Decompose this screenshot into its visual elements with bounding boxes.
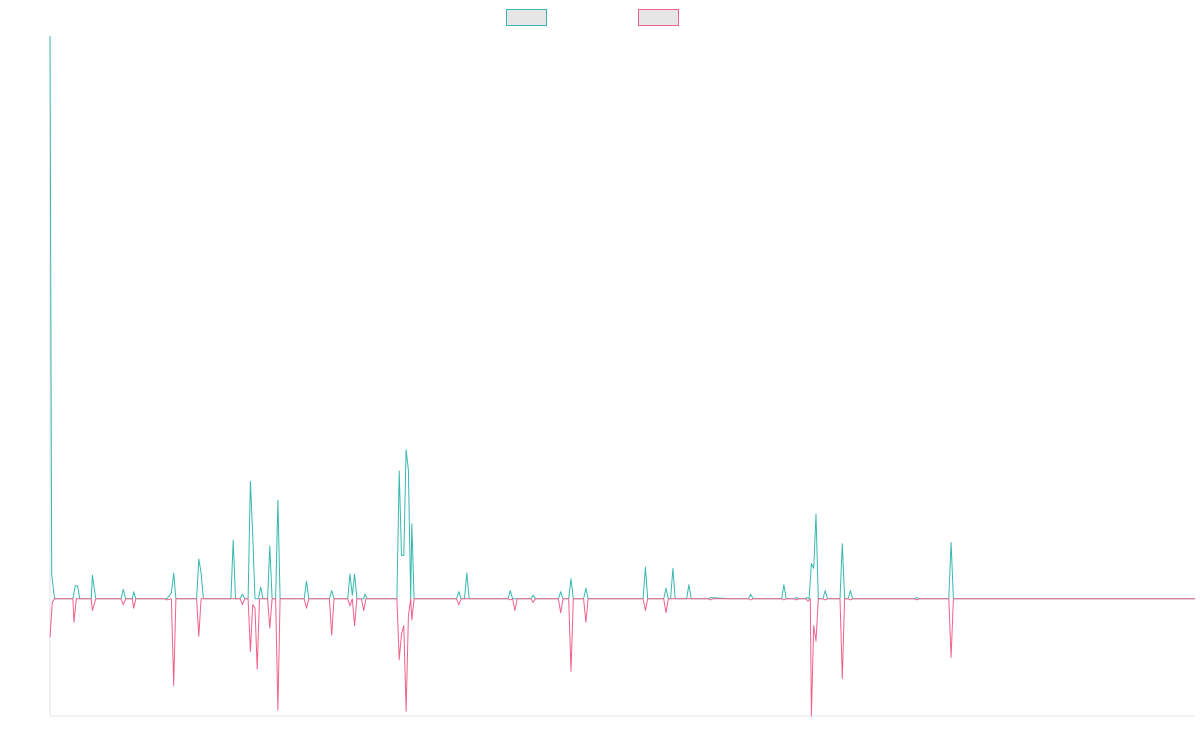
legend-item-1[interactable] [506, 9, 547, 26]
axes [49, 36, 1195, 717]
legend-item-2[interactable] [638, 9, 679, 26]
series-1-line [49, 35, 1195, 600]
series-2-line [49, 598, 1195, 717]
plot-area [49, 35, 1195, 717]
legend [506, 9, 679, 26]
legend-swatch-1 [506, 9, 547, 26]
legend-swatch-2 [638, 9, 679, 26]
